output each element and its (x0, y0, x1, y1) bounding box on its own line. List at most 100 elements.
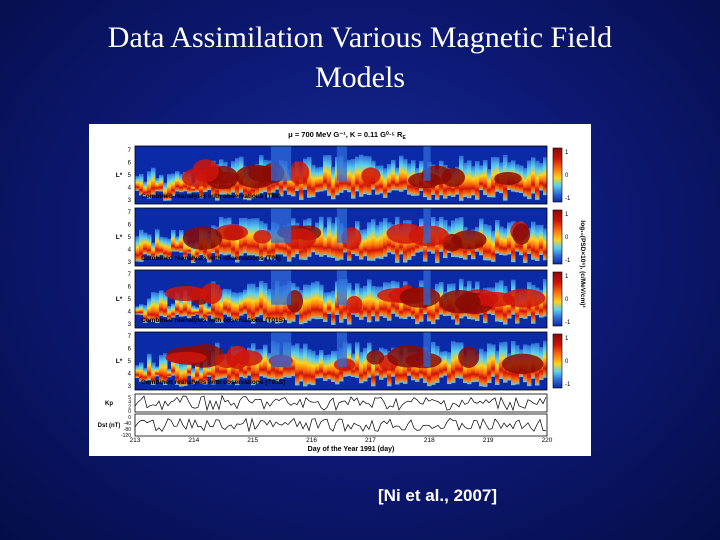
psd-panel-4: 7 6 5 4 3 L* Combined reanalysis with observat… (116, 331, 548, 391)
psd-column (323, 354, 328, 381)
y-axis-label: Kp (105, 401, 113, 407)
psd-column (415, 292, 420, 325)
psd-column (143, 232, 148, 255)
psd-column (479, 348, 484, 387)
psd-column (315, 354, 320, 379)
psd-column (535, 224, 540, 261)
psd-column (163, 237, 168, 259)
y-tick-label: -40 (124, 421, 131, 427)
psd-core (288, 161, 310, 185)
x-tick-label: 220 (542, 437, 553, 444)
psd-column (135, 365, 140, 379)
psd-column (179, 362, 184, 387)
psd-core (215, 353, 239, 369)
psd-column (315, 281, 320, 320)
psd-column (287, 169, 292, 195)
psd-panel-3: 7 6 5 4 3 L* Combined reanalysis with observat… (116, 269, 548, 329)
psd-column (175, 236, 180, 252)
psd-column (143, 367, 148, 381)
psd-column (371, 285, 376, 317)
psd-column (531, 157, 536, 194)
x-tick-label: 218 (424, 437, 435, 444)
psd-column (327, 155, 332, 196)
index-trace (134, 394, 547, 412)
psd-column (331, 223, 336, 258)
panel-label: Combined reanalysis with observations (T… (141, 255, 281, 262)
colorbar-tick-label: 1 (565, 274, 569, 280)
psd-column (523, 228, 528, 263)
psd-column (391, 159, 396, 191)
psd-column (171, 229, 176, 252)
psd-dropout (270, 270, 292, 305)
psd-column (175, 171, 180, 192)
psd-column (207, 365, 212, 377)
y-tick-label: 6 (128, 285, 132, 291)
psd-column (447, 352, 452, 385)
y-tick-label: 7 (128, 148, 132, 154)
psd-column (167, 305, 172, 320)
psd-column (143, 305, 148, 323)
psd-column (495, 350, 500, 385)
psd-column (379, 221, 384, 259)
colorbar-label: log₁₀(PSD×10⁶), (c/MeV/cm)³ (579, 220, 586, 308)
magnetic-field-figure: 7 6 5 4 3 L* Combined reanalysis with observat… (89, 124, 591, 456)
psd-column (195, 356, 200, 382)
psd-column (151, 242, 156, 259)
psd-column (383, 168, 388, 198)
psd-column (299, 348, 304, 382)
psd-column (487, 169, 492, 198)
psd-column (307, 156, 312, 198)
psd-column (359, 351, 364, 384)
psd-column (307, 349, 312, 385)
psd-column (199, 367, 204, 384)
psd-core (182, 226, 223, 250)
y-tick-label: 4 (128, 400, 131, 406)
psd-column (175, 357, 180, 385)
psd-column (387, 163, 392, 193)
psd-column (383, 218, 388, 257)
y-tick-label: 5 (128, 395, 131, 401)
psd-column (507, 222, 512, 255)
psd-column (187, 296, 192, 319)
psd-column (451, 341, 456, 383)
psd-column (155, 229, 160, 257)
psd-column (311, 282, 316, 319)
psd-column (227, 289, 232, 317)
psd-column (159, 355, 164, 383)
psd-column (359, 229, 364, 260)
psd-column (191, 368, 196, 385)
psd-heatmap (135, 146, 547, 201)
psd-core (215, 224, 249, 241)
y-tick-label: 4 (128, 310, 132, 316)
psd-column (483, 351, 488, 387)
y-axis-label: L* (116, 234, 123, 241)
psd-column (467, 160, 472, 199)
psd-column (539, 162, 544, 191)
slide-title-line-1: Data Assimilation Various Magnetic Field (107, 21, 613, 54)
psd-column (463, 162, 468, 198)
psd-column (235, 292, 240, 322)
x-tick-label: 213 (130, 437, 141, 444)
psd-panels: 7 6 5 4 3 L* Combined reanalysis with observat… (116, 145, 548, 391)
psd-column (179, 297, 184, 317)
psd-column (523, 167, 528, 197)
panel-frame (134, 207, 548, 267)
psd-column (231, 292, 236, 321)
psd-column (243, 289, 248, 314)
psd-core (235, 164, 277, 189)
psd-column (147, 171, 152, 199)
psd-column (215, 284, 220, 323)
psd-column (179, 230, 184, 253)
psd-column (327, 217, 332, 258)
colorbar-gradient (552, 271, 563, 327)
psd-column (327, 354, 332, 380)
psd-panel-2: 7 6 5 4 3 L* Combined reanalysis with observat… (116, 207, 548, 267)
psd-column (135, 236, 140, 262)
psd-core (399, 286, 441, 308)
psd-column (147, 234, 152, 256)
colorbar-gradient (552, 209, 563, 265)
y-tick-label: 4 (128, 186, 132, 192)
line-panel-frame (134, 413, 548, 437)
